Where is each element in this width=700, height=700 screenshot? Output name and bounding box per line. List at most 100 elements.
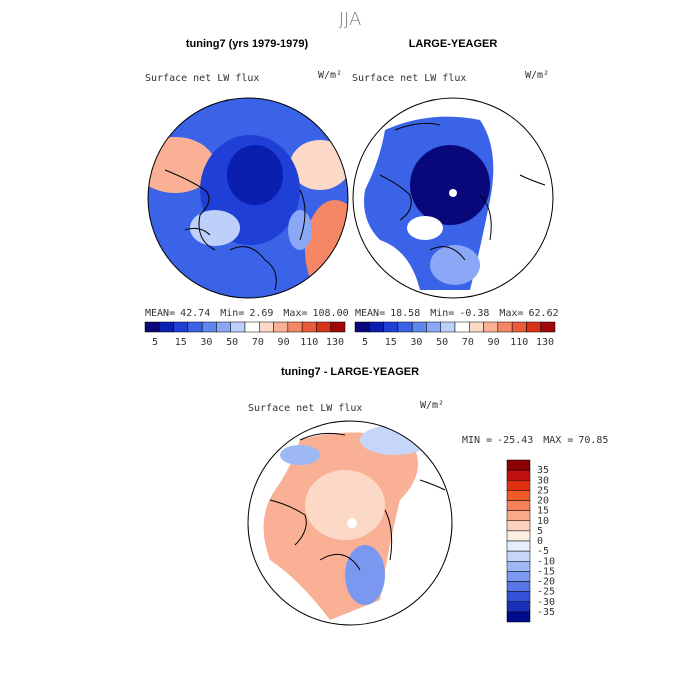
- colorbar-swatch: [506, 550, 531, 562]
- panel-heading: tuning7 (yrs 1979-1979): [186, 38, 309, 50]
- colorbar-label: 110: [300, 337, 318, 348]
- stats: MIN = -25.43 MAX = 70.85: [462, 435, 608, 446]
- colorbar-swatch: [144, 321, 160, 333]
- colorbar-swatch: [354, 321, 370, 333]
- colorbar-swatch: [506, 581, 531, 592]
- colorbar-swatch: [216, 321, 231, 333]
- colorbar-label: 35: [537, 465, 549, 476]
- colorbar-label: 110: [510, 337, 528, 348]
- stat-label: Max=: [499, 308, 523, 319]
- colorbar-swatch: [540, 321, 556, 333]
- colorbar-swatch: [506, 540, 531, 552]
- colorbar-label: 70: [252, 337, 264, 348]
- colorbar-swatch: [244, 321, 260, 333]
- colorbar-label: 30: [410, 337, 422, 348]
- panel-heading: LARGE-YEAGER: [409, 38, 498, 50]
- colorbar-swatch: [173, 321, 189, 333]
- stat-value: 108.00: [313, 308, 349, 319]
- colorbar-label: 50: [226, 337, 238, 348]
- colorbar-swatch: [369, 321, 384, 333]
- stat-value: 2.69: [249, 308, 273, 319]
- panel-heading: tuning7 - LARGE-YEAGER: [281, 366, 419, 378]
- colorbar-label: 130: [536, 337, 554, 348]
- colorbar-label: 130: [326, 337, 344, 348]
- colorbar-swatch: [230, 321, 246, 333]
- colorbar-label: -25: [537, 587, 555, 598]
- units-label: W/m²: [420, 400, 444, 411]
- stat-value: -25.43: [497, 435, 533, 446]
- colorbar-swatch: [506, 601, 531, 613]
- colorbar-label: -5: [537, 546, 549, 557]
- stat-value: -0.38: [459, 308, 489, 319]
- colorbar-swatch: [506, 459, 531, 471]
- colorbar-label: 25: [537, 485, 549, 496]
- field-label: Surface net LW flux: [248, 403, 362, 414]
- field-label: Surface net LW flux: [352, 73, 466, 84]
- colorbar-swatch: [383, 321, 399, 333]
- stat-label: MAX =: [543, 435, 573, 446]
- colorbar-label: 5: [152, 337, 158, 348]
- colorbar-label: 10: [537, 516, 549, 527]
- colorbar-label: 15: [385, 337, 397, 348]
- colorbar-swatch: [187, 321, 203, 333]
- colorbar-swatch: [506, 480, 531, 491]
- colorbar-label: 15: [537, 506, 549, 517]
- stat-value: 62.62: [529, 308, 559, 319]
- colorbar-label: -15: [537, 566, 555, 577]
- colorbar-swatch: [506, 469, 531, 481]
- colorbar-swatch: [201, 321, 217, 333]
- colorbar-swatch: [483, 321, 499, 333]
- map: [148, 98, 348, 298]
- colorbar-swatch: [301, 321, 317, 333]
- colorbar-swatch: [411, 321, 427, 333]
- colorbar-swatch: [469, 321, 484, 333]
- units-label: W/m²: [525, 70, 549, 81]
- colorbar-label: 5: [537, 526, 543, 537]
- stat-value: 18.58: [390, 308, 420, 319]
- units-label: W/m²: [318, 70, 342, 81]
- stat-value: 70.85: [578, 435, 608, 446]
- colorbar-swatch: [506, 561, 531, 572]
- colorbar-swatch: [526, 321, 541, 333]
- colorbar-swatch: [259, 321, 274, 333]
- colorbar-label: -10: [537, 556, 555, 567]
- stat-value: 42.74: [180, 308, 210, 319]
- figure-title: JJA: [339, 9, 362, 30]
- colorbar-swatch: [506, 500, 531, 511]
- stat-label: MIN =: [462, 435, 492, 446]
- map-border: [247, 420, 453, 626]
- map-border: [352, 97, 554, 299]
- colorbar-label: -35: [537, 607, 555, 618]
- colorbar-label: 5: [362, 337, 368, 348]
- colorbar-swatch: [287, 321, 303, 333]
- stat-label: Min=: [220, 308, 244, 319]
- colorbar-swatch: [273, 321, 289, 333]
- colorbar-swatch: [506, 591, 531, 602]
- map-border: [147, 97, 349, 299]
- colorbar-swatch: [511, 321, 527, 333]
- stats: MEAN= 42.74 Min= 2.69 Max= 108.00: [145, 308, 349, 319]
- field-label: Surface net LW flux: [145, 73, 259, 84]
- colorbar-swatch: [506, 490, 531, 501]
- colorbar-swatch: [506, 520, 531, 532]
- colorbar-swatch: [330, 321, 346, 333]
- colorbar-swatch: [506, 611, 531, 623]
- stat-label: Min=: [430, 308, 454, 319]
- colorbar-swatch: [397, 321, 413, 333]
- colorbar-label: 90: [278, 337, 290, 348]
- colorbar-label: 15: [175, 337, 187, 348]
- colorbar-label: -20: [537, 577, 555, 588]
- colorbar-swatch: [506, 530, 531, 542]
- colorbar-label: 30: [537, 475, 549, 486]
- colorbar-label: -30: [537, 597, 555, 608]
- colorbar-label: 20: [537, 496, 549, 507]
- colorbar-swatch: [497, 321, 513, 333]
- colorbar-swatch: [159, 321, 174, 333]
- stats: MEAN= 18.58 Min= -0.38 Max= 62.62: [355, 308, 559, 319]
- stat-label: MEAN=: [145, 308, 175, 319]
- colorbar-swatch: [316, 321, 331, 333]
- stat-label: MEAN=: [355, 308, 385, 319]
- colorbar-swatch: [506, 510, 531, 521]
- colorbar-swatch: [440, 321, 456, 333]
